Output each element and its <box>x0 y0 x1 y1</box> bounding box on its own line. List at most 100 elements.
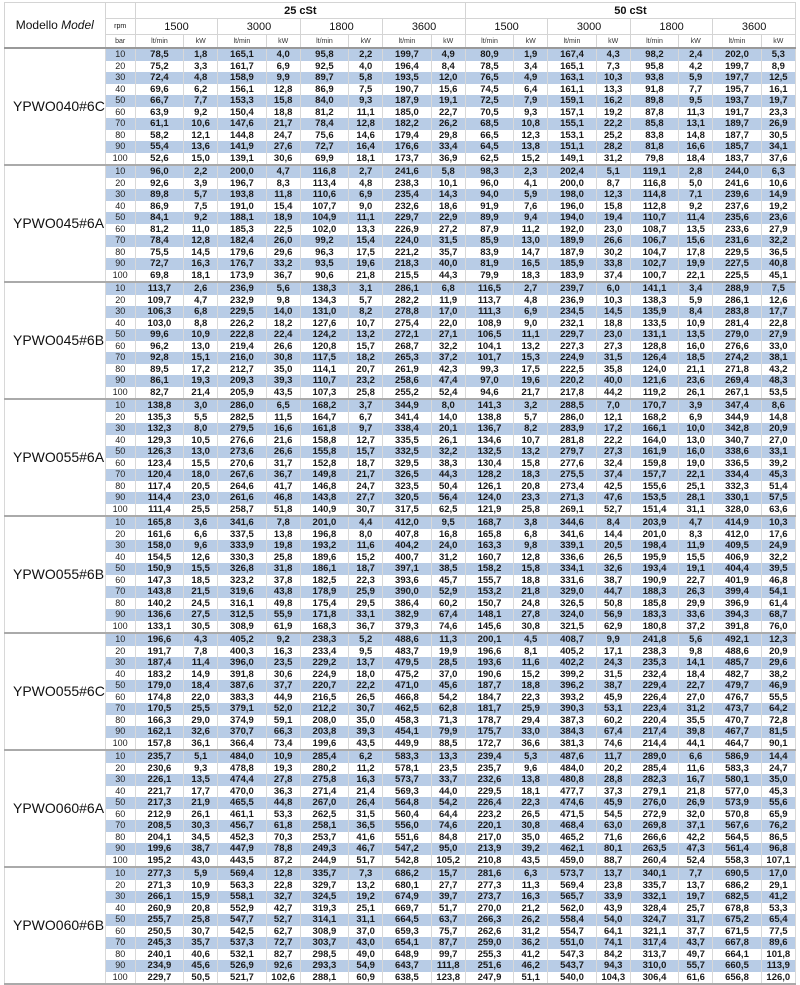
power-cell: 36,7 <box>265 269 301 283</box>
power-cell: 19,7 <box>760 95 797 107</box>
flow-cell: 170,7 <box>629 399 680 412</box>
power-cell: 3,4 <box>513 60 549 72</box>
flow-cell: 275,4 <box>382 317 432 329</box>
flow-cell: 397,1 <box>382 563 432 575</box>
flow-cell: 226,9 <box>382 223 432 235</box>
flow-cell: 161,9 <box>629 446 680 458</box>
flow-cell: 124,2 <box>299 329 350 341</box>
table-row: 100 229,7 50,5 521,7 102,6 288,1 60,9 638,5 123,… <box>5 971 797 985</box>
power-cell: 32,2 <box>430 340 466 352</box>
power-cell: 22,3 <box>513 691 549 703</box>
power-cell: 32,2 <box>430 446 466 458</box>
flow-cell: 483,7 <box>382 645 432 657</box>
flow-cell: 220,4 <box>629 714 680 726</box>
flow-cell: 285,4 <box>629 762 680 774</box>
flow-cell: 129,3 <box>134 434 185 446</box>
bar-label: bar <box>104 34 136 49</box>
flow-cell: 179,4 <box>382 129 432 141</box>
power-cell: 11,9 <box>678 540 714 552</box>
flow-cell: 468,4 <box>547 820 597 832</box>
table-row: 40 103,0 8,8 226,2 18,2 127,6 10,7 275,4 22,0 108… <box>5 317 797 329</box>
flow-cell: 110,7 <box>299 375 350 387</box>
power-cell: 44,8 <box>265 797 301 809</box>
flow-cell: 277,3 <box>464 879 515 891</box>
flow-cell: 79,9 <box>464 269 515 283</box>
flow-cell: 162,1 <box>134 726 185 738</box>
flow-cell: 108,9 <box>464 317 515 329</box>
power-cell: 5,0 <box>678 177 714 189</box>
power-cell: 38,5 <box>430 563 466 575</box>
pressure-bar-cell: 10 <box>104 516 136 529</box>
power-cell: 18,5 <box>678 352 714 364</box>
power-cell: 9,0 <box>513 317 549 329</box>
power-cell: 66,3 <box>265 726 301 738</box>
flow-cell: 127,6 <box>299 317 350 329</box>
power-cell: 47,3 <box>678 843 714 855</box>
power-cell: 60,2 <box>430 597 466 609</box>
flow-cell: 95,8 <box>629 60 680 72</box>
flow-cell: 226,4 <box>629 691 680 703</box>
flow-cell: 656,8 <box>712 971 762 985</box>
flow-cell: 247,9 <box>464 971 515 985</box>
power-cell: 35,5 <box>678 714 714 726</box>
flow-cell: 565,7 <box>547 891 597 903</box>
pressure-bar-cell: 80 <box>104 948 136 960</box>
power-cell: 22,7 <box>678 680 714 692</box>
flow-cell: 286,1 <box>712 294 762 306</box>
power-cell: 29,4 <box>513 714 549 726</box>
power-cell: 5,7 <box>348 294 384 306</box>
flow-cell: 266,3 <box>464 914 515 926</box>
power-cell: 43,8 <box>265 586 301 598</box>
flow-cell: 194,0 <box>547 212 597 224</box>
power-cell: 74,6 <box>595 737 631 751</box>
power-cell: 24,0 <box>430 540 466 552</box>
flow-cell: 196,0 <box>547 200 597 212</box>
power-cell: 7,6 <box>513 200 549 212</box>
power-cell: 19,9 <box>678 258 714 270</box>
flow-cell: 203,8 <box>299 726 350 738</box>
power-cell: 35,7 <box>183 937 219 949</box>
flow-cell: 157,7 <box>629 469 680 481</box>
power-cell: 45,6 <box>430 680 466 692</box>
power-cell: 15,6 <box>430 83 466 95</box>
power-cell: 6,9 <box>265 60 301 72</box>
flow-cell: 404,4 <box>712 563 762 575</box>
power-cell: 13,8 <box>513 774 549 786</box>
table-row: 40 154,5 12,6 330,3 25,8 189,6 15,2 400,7 31,2 16… <box>5 551 797 563</box>
flow-cell: 654,1 <box>382 937 432 949</box>
power-cell: 74,6 <box>430 620 466 634</box>
flow-cell: 477,7 <box>547 785 597 797</box>
power-cell: 29,6 <box>760 657 797 669</box>
power-cell: 37,7 <box>265 680 301 692</box>
flow-cell: 334,4 <box>712 469 762 481</box>
flow-cell: 215,5 <box>382 269 432 283</box>
power-cell: 34,5 <box>183 831 219 843</box>
power-cell: 38,7 <box>595 680 631 692</box>
unit-power-header: kW <box>183 34 219 49</box>
flow-cell: 124,0 <box>464 492 515 504</box>
flow-cell: 558,4 <box>547 914 597 926</box>
flow-cell: 224,9 <box>547 352 597 364</box>
flow-cell: 390,3 <box>547 703 597 715</box>
flow-cell: 232,6 <box>382 200 432 212</box>
power-cell: 40,6 <box>183 948 219 960</box>
flow-cell: 175,7 <box>464 726 515 738</box>
flow-cell: 92,8 <box>134 352 185 364</box>
flow-cell: 68,5 <box>464 118 515 130</box>
flow-cell: 217,3 <box>134 797 185 809</box>
pressure-bar-cell: 100 <box>104 620 136 634</box>
power-cell: 9,3 <box>183 762 219 774</box>
flow-cell: 667,8 <box>712 937 762 949</box>
flow-cell: 147,3 <box>134 574 185 586</box>
flow-cell: 72,7 <box>134 258 185 270</box>
flow-cell: 138,8 <box>134 399 185 412</box>
power-cell: 126,0 <box>760 971 797 985</box>
power-cell: 8,6 <box>760 399 797 412</box>
power-cell: 30,8 <box>513 620 549 634</box>
flow-cell: 244,9 <box>299 854 350 868</box>
power-cell: 41,6 <box>348 831 384 843</box>
power-cell: 61,8 <box>265 820 301 832</box>
power-cell: 45,3 <box>760 785 797 797</box>
power-cell: 44,0 <box>430 785 466 797</box>
table-row: 40 69,6 6,2 156,1 12,8 86,9 7,5 190,7 15,6 74,5 6,… <box>5 83 797 95</box>
